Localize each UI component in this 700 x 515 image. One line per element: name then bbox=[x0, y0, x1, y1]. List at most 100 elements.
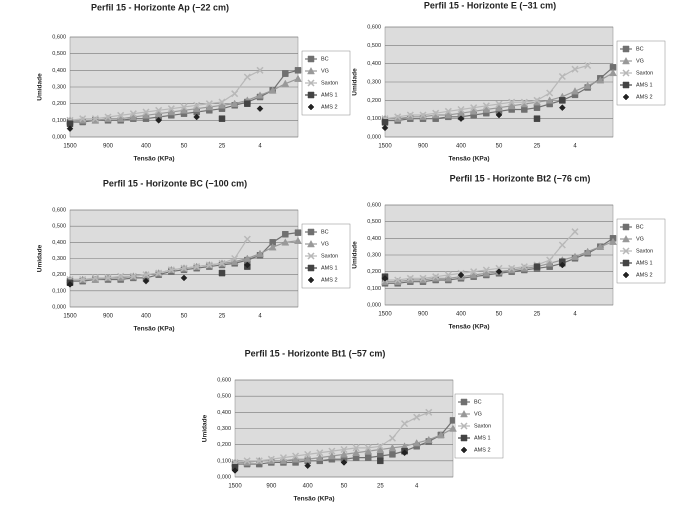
data-point bbox=[180, 274, 188, 282]
data-point bbox=[401, 449, 408, 457]
y-tick-label: 0,300 bbox=[217, 426, 231, 432]
legend-marker bbox=[307, 103, 315, 111]
x-tick-label: 400 bbox=[303, 484, 314, 490]
data-point bbox=[231, 90, 239, 98]
series-line bbox=[385, 231, 576, 281]
x-tick-label: 400 bbox=[456, 312, 467, 318]
x-tick-label: 50 bbox=[341, 484, 348, 490]
legend-marker bbox=[622, 247, 630, 255]
x-tick-label: 1500 bbox=[378, 312, 392, 318]
legend-label: BC bbox=[321, 56, 329, 62]
x-axis-label: Tensão (KPa) bbox=[133, 156, 174, 163]
legend-label: Saxton bbox=[636, 248, 653, 254]
data-point bbox=[376, 445, 385, 453]
y-tick-label: 0,400 bbox=[52, 240, 66, 246]
data-point bbox=[281, 238, 290, 246]
y-tick-label: 0,100 bbox=[367, 286, 381, 292]
data-point bbox=[180, 103, 188, 111]
data-point bbox=[117, 272, 125, 280]
data-point bbox=[609, 68, 617, 77]
data-point bbox=[91, 115, 99, 123]
y-tick-label: 0,200 bbox=[367, 269, 381, 275]
data-point bbox=[444, 274, 453, 282]
data-point bbox=[256, 249, 264, 257]
y-tick-label: 0,000 bbox=[52, 304, 66, 310]
data-point bbox=[256, 91, 264, 99]
data-point bbox=[533, 263, 541, 270]
chart-title: Perfil 15 - Horizonte Ap (−22 cm) bbox=[91, 2, 229, 12]
data-point bbox=[279, 454, 287, 462]
data-point bbox=[495, 268, 503, 276]
x-axis-label: Tensão (KPa) bbox=[293, 496, 334, 503]
data-point bbox=[521, 106, 528, 113]
legend-marker bbox=[460, 409, 468, 418]
x-tick-label: 25 bbox=[534, 144, 541, 150]
x-tick-label: 900 bbox=[103, 314, 114, 320]
data-point bbox=[129, 112, 138, 121]
data-point bbox=[508, 98, 516, 106]
legend-label: BC bbox=[474, 399, 482, 405]
legend-marker bbox=[622, 234, 630, 243]
data-point bbox=[388, 443, 397, 452]
data-point bbox=[303, 455, 312, 463]
legend-label: BC bbox=[321, 229, 329, 235]
data-point bbox=[268, 86, 277, 94]
legend-label: AMS 2 bbox=[636, 272, 653, 278]
data-point bbox=[406, 274, 414, 282]
legend-marker bbox=[307, 252, 315, 260]
legend-label: AMS 1 bbox=[474, 435, 491, 441]
data-point bbox=[559, 97, 566, 104]
data-point bbox=[294, 67, 302, 74]
data-point bbox=[243, 73, 251, 81]
y-tick-label: 0,300 bbox=[367, 79, 381, 85]
data-point bbox=[243, 457, 251, 465]
data-point bbox=[291, 455, 300, 463]
data-point bbox=[231, 254, 239, 263]
y-tick-label: 0,100 bbox=[217, 458, 231, 464]
legend-label: Saxton bbox=[321, 253, 338, 259]
data-point bbox=[609, 237, 617, 245]
data-point bbox=[218, 115, 226, 122]
data-point bbox=[218, 98, 226, 106]
legend-marker bbox=[307, 66, 315, 75]
x-tick-label: 50 bbox=[181, 144, 188, 150]
x-tick-label: 1500 bbox=[228, 484, 242, 490]
data-point bbox=[205, 100, 213, 108]
data-point bbox=[294, 236, 302, 244]
data-point bbox=[449, 424, 457, 432]
x-tick-label: 25 bbox=[219, 314, 226, 320]
data-point bbox=[304, 450, 312, 458]
legend-label: VG bbox=[474, 411, 482, 417]
y-tick-label: 0,100 bbox=[52, 118, 66, 124]
x-tick-label: 4 bbox=[258, 144, 262, 150]
data-point bbox=[436, 430, 445, 439]
legend-marker bbox=[622, 81, 630, 89]
data-point bbox=[482, 105, 491, 113]
y-tick-label: 0,600 bbox=[52, 207, 66, 213]
chart-title: Perfil 15 - Horizonte Bt1 (−57 cm) bbox=[245, 348, 386, 358]
data-point bbox=[117, 111, 125, 119]
data-point bbox=[571, 65, 579, 73]
data-point bbox=[269, 239, 276, 246]
x-tick-label: 400 bbox=[456, 144, 467, 150]
y-tick-label: 0,400 bbox=[52, 68, 66, 74]
data-point bbox=[381, 274, 389, 282]
data-point bbox=[520, 98, 528, 106]
data-point bbox=[340, 445, 348, 454]
y-tick-label: 0,300 bbox=[367, 252, 381, 258]
data-point bbox=[457, 271, 465, 279]
data-point bbox=[584, 61, 592, 70]
legend-marker bbox=[622, 223, 630, 231]
data-point bbox=[193, 263, 201, 271]
data-point bbox=[279, 456, 288, 465]
x-tick-label: 900 bbox=[418, 144, 429, 150]
y-tick-label: 0,400 bbox=[367, 61, 381, 67]
x-axis-label: Tensão (KPa) bbox=[448, 156, 489, 163]
y-tick-label: 0,200 bbox=[367, 98, 381, 104]
data-point bbox=[546, 256, 554, 264]
data-point bbox=[558, 241, 566, 249]
y-tick-label: 0,200 bbox=[52, 272, 66, 278]
data-point bbox=[255, 457, 263, 465]
legend-label: AMS 1 bbox=[321, 265, 338, 271]
data-point bbox=[304, 462, 312, 470]
